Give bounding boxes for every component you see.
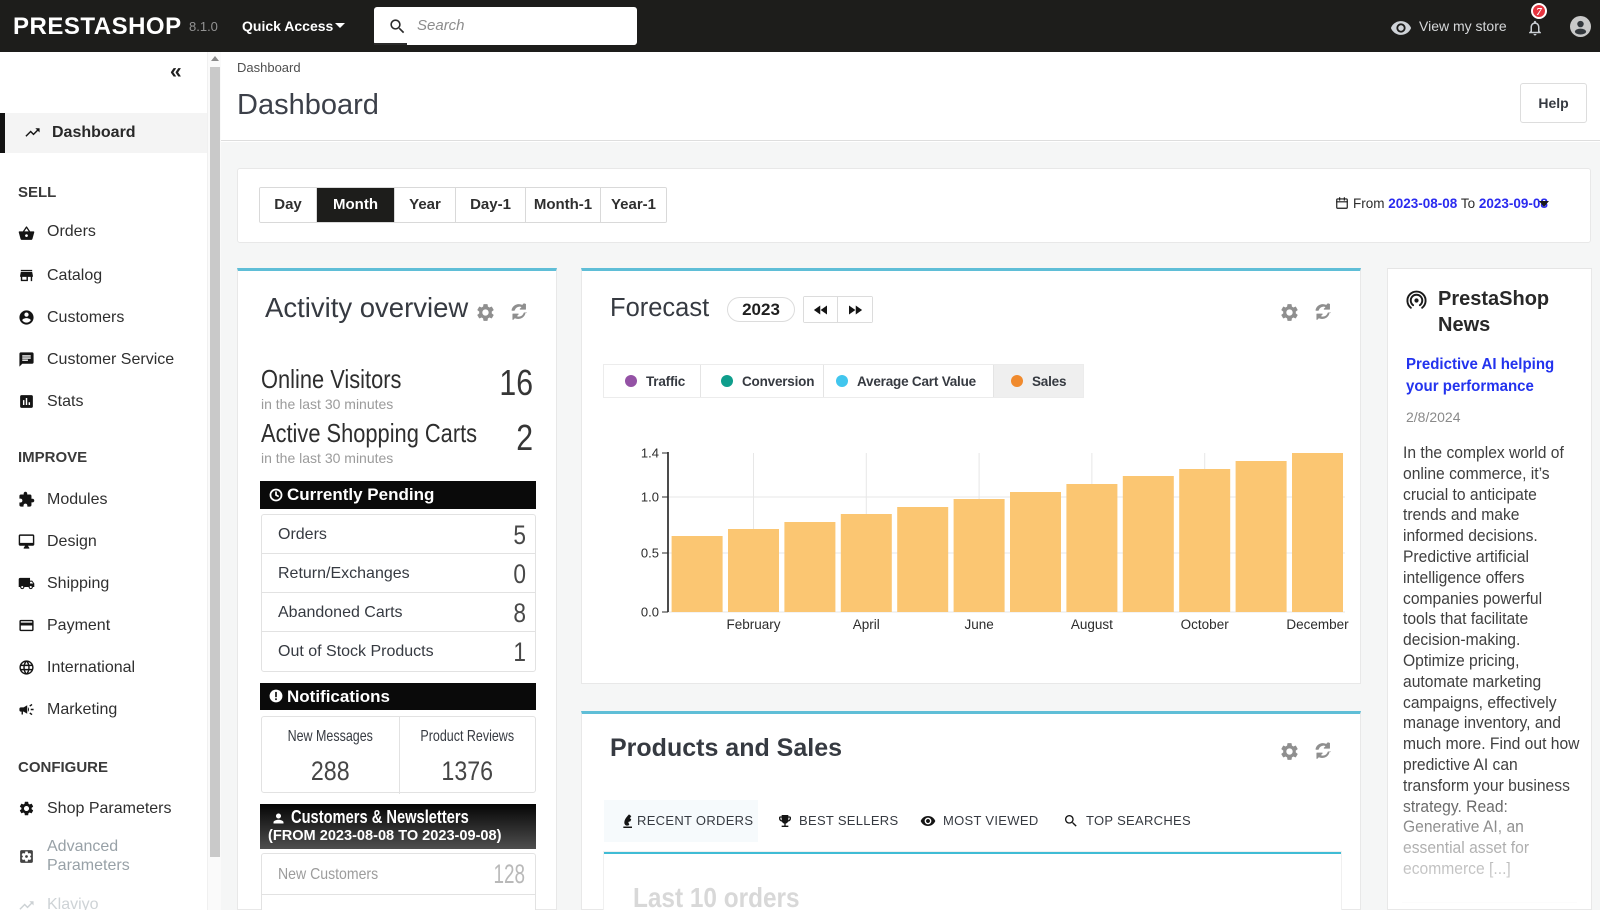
svg-text:February: February: [726, 617, 780, 632]
svg-text:1.0: 1.0: [641, 490, 659, 505]
svg-text:April: April: [853, 617, 880, 632]
svg-text:December: December: [1286, 617, 1349, 632]
svg-text:October: October: [1181, 617, 1230, 632]
svg-text:August: August: [1071, 617, 1113, 632]
svg-text:0.5: 0.5: [641, 546, 659, 561]
svg-text:June: June: [964, 617, 993, 632]
svg-text:1.4: 1.4: [641, 446, 659, 461]
svg-text:0.0: 0.0: [641, 605, 659, 620]
